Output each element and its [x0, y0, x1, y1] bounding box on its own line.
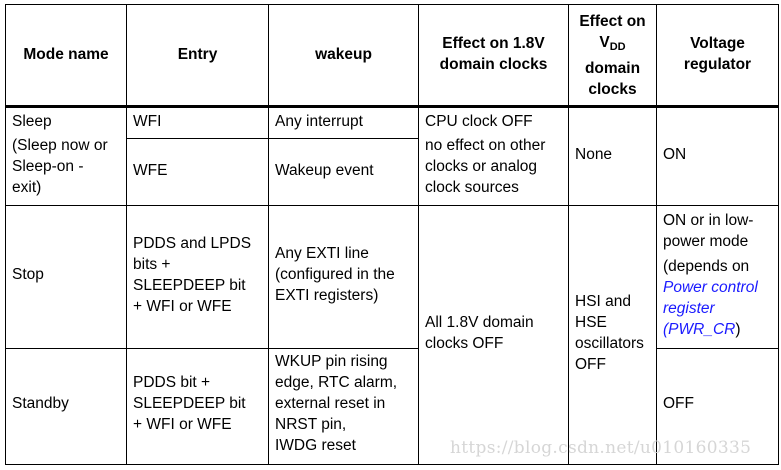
- sleep-wakeup-wfi: Any interrupt: [275, 113, 363, 130]
- col-divider: [656, 4, 657, 465]
- header-effect-vdd: Effect on VDD domain clocks: [569, 11, 656, 100]
- row-divider: [5, 205, 779, 206]
- col-divider: [778, 4, 779, 465]
- header-line: Effect on: [579, 13, 646, 30]
- header-divider: [5, 105, 779, 108]
- row-divider: [126, 138, 418, 139]
- row-divider: [656, 348, 779, 349]
- col-divider: [126, 4, 127, 465]
- stop-entry: PDDS and LPDS bits + SLEEPDEEP bit + WFI…: [133, 235, 252, 315]
- power-control-register-link[interactable]: register: [663, 300, 715, 317]
- standby-regulator: OFF: [663, 395, 694, 412]
- standby-entry: PDDS bit + SLEEPDEEP bit + WFI or WFE: [133, 374, 246, 433]
- row-divider: [5, 348, 418, 349]
- sleep-wakeup-wfe: Wakeup event: [275, 162, 374, 179]
- standby-mode-name: Standby: [12, 395, 69, 412]
- power-control-register-link[interactable]: (PWR_CR: [663, 321, 736, 338]
- sleep-effect-18v: CPU clock OFF no effect on other clocks …: [425, 113, 546, 196]
- sleep-entry-wfe: WFE: [133, 162, 168, 179]
- header-entry: Entry: [177, 46, 218, 63]
- header-line: Voltage: [690, 35, 745, 52]
- col-divider: [268, 4, 269, 465]
- border-top: [5, 4, 779, 5]
- header-line: domain clocks: [439, 56, 548, 73]
- col-divider: [568, 4, 569, 465]
- header-effect-18v: Effect on 1.8V domain clocks: [419, 33, 568, 75]
- stop-regulator: ON or in low- power mode (depends on Pow…: [663, 212, 758, 338]
- col-divider: [418, 4, 419, 465]
- sleep-regulator: ON: [663, 146, 687, 163]
- stop-standby-effect-vdd: HSI and HSE oscillators OFF: [575, 293, 644, 373]
- stop-mode-name: Stop: [12, 266, 44, 283]
- sleep-entry-wfi: WFI: [133, 113, 162, 130]
- header-mode-name: Mode name: [23, 46, 109, 63]
- stop-standby-effect-18v: All 1.8V domain clocks OFF: [425, 314, 534, 352]
- stop-wakeup: Any EXTI line (configured in the EXTI re…: [275, 245, 395, 304]
- sleep-mode-name: Sleep (Sleep now or Sleep-on - exit): [12, 113, 108, 196]
- standby-wakeup: WKUP pin rising edge, RTC alarm, externa…: [275, 353, 398, 454]
- border-bottom: [5, 464, 779, 465]
- header-line: clocks: [588, 81, 637, 98]
- header-line: domain: [584, 60, 641, 77]
- col-divider: [5, 4, 6, 465]
- header-line: regulator: [683, 56, 752, 73]
- sleep-effect-vdd: None: [575, 146, 613, 163]
- header-wakeup: wakeup: [315, 46, 372, 63]
- power-control-register-link[interactable]: Power control: [663, 279, 758, 296]
- header-voltage-regulator: Voltage regulator: [657, 33, 778, 75]
- header-line: VDD: [599, 34, 626, 53]
- header-line: Effect on 1.8V: [442, 35, 545, 52]
- watermark: https://blog.csdn.net/u010160335: [450, 438, 752, 458]
